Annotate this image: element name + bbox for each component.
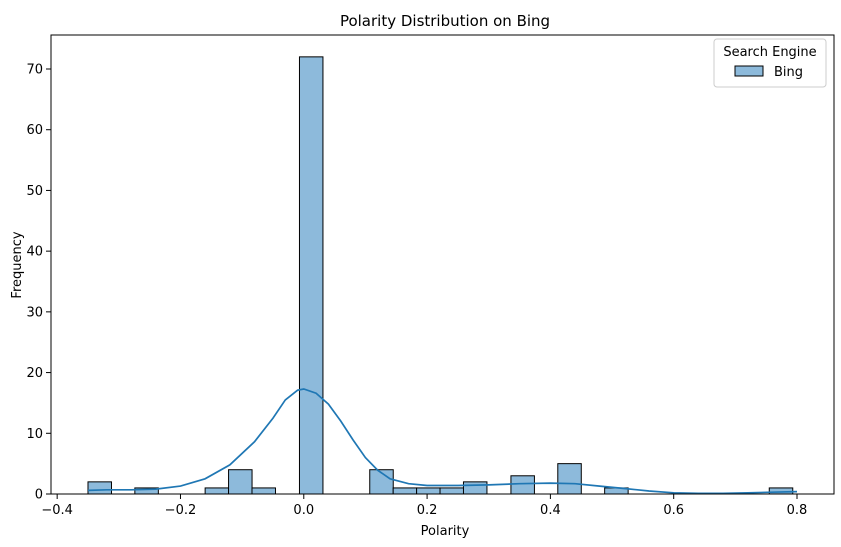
histogram-bar [204,487,230,495]
x-axis-ticks: −0.4 −0.2 0.0 0.2 0.4 0.6 0.8 [41,494,807,518]
legend-swatch [734,65,764,77]
y-tick-label: 10 [26,427,43,442]
x-axis-label: Polarity [421,524,470,539]
y-tick-label: 40 [26,245,43,260]
y-tick-label: 30 [26,305,43,320]
y-tick-label: 50 [26,184,43,199]
histogram-bar [439,487,465,495]
y-tick-label: 20 [26,366,43,381]
histogram-bar [228,469,253,495]
histogram-bar [557,463,582,495]
y-tick-label: 60 [26,123,43,138]
histogram-bar [416,487,441,495]
y-axis-label: Frequency [10,231,25,298]
histogram-bar [510,475,535,495]
chart-title: Polarity Distribution on Bing [340,12,550,30]
x-tick-label: 0.0 [293,503,314,518]
legend-title: Search Engine [723,45,816,60]
legend: Search Engine Bing [713,38,827,88]
x-tick-label: −0.2 [165,503,197,518]
y-tick-label: 0 [35,488,43,503]
x-tick-label: 0.2 [417,503,438,518]
histogram-bar [251,487,276,495]
x-tick-label: 0.8 [787,503,808,518]
histogram-bar [87,481,112,495]
histogram-bar [298,56,324,495]
plot-frame [50,34,835,495]
legend-entry-bing: Bing [774,65,803,80]
x-tick-label: 0.6 [663,503,684,518]
y-tick-label: 70 [26,63,43,78]
histogram-bar [392,487,418,495]
y-axis-ticks: 0 10 20 30 40 50 60 70 [26,63,51,503]
bars-group [87,56,794,495]
kde-curve [87,388,798,495]
x-tick-label: 0.4 [540,503,561,518]
x-tick-label: −0.4 [41,503,73,518]
histogram-bar [462,481,488,495]
